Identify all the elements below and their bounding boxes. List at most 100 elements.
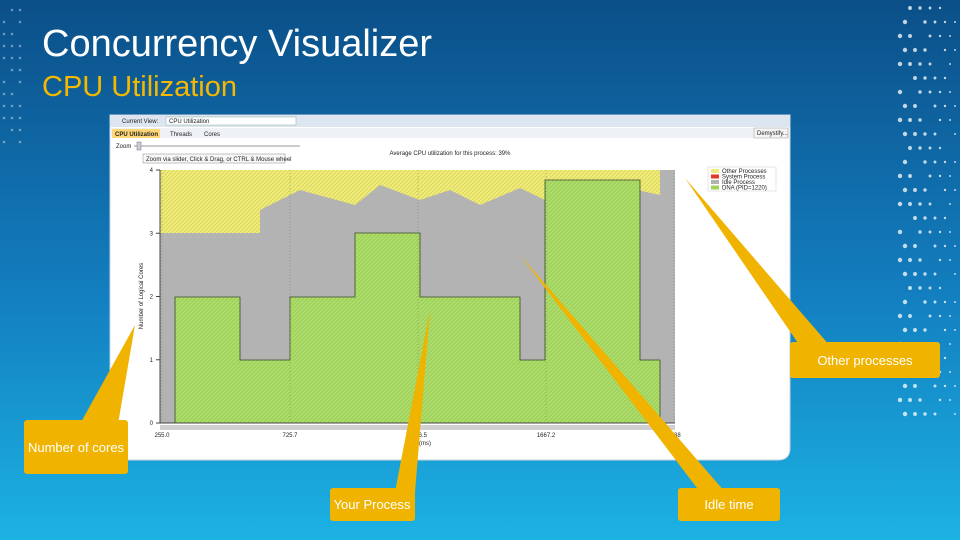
decor-dot bbox=[943, 356, 947, 360]
decor-dot bbox=[18, 140, 22, 144]
decor-dot bbox=[933, 384, 937, 388]
tab-label: CPU Utilization bbox=[115, 132, 158, 138]
decor-dot bbox=[928, 90, 932, 94]
decor-dot bbox=[949, 371, 951, 373]
decor-dot bbox=[10, 8, 14, 12]
decor-dot bbox=[933, 216, 937, 220]
decor-dot bbox=[18, 128, 22, 132]
decor-dot bbox=[943, 188, 947, 192]
decor-dot bbox=[897, 117, 903, 123]
decor-dot bbox=[10, 44, 14, 48]
tab-label[interactable]: Cores bbox=[204, 132, 220, 138]
decor-dot bbox=[10, 128, 14, 132]
decor-dot bbox=[918, 398, 922, 402]
decor-dot bbox=[923, 412, 927, 416]
y-tick-label: 1 bbox=[150, 358, 154, 364]
decor-dot bbox=[938, 174, 942, 178]
decor-dot bbox=[933, 412, 937, 416]
callout-text: Your Process bbox=[334, 497, 411, 512]
decor-dot bbox=[913, 412, 917, 416]
decor-dot bbox=[949, 231, 951, 233]
decor-dot bbox=[954, 329, 956, 331]
decor-dot bbox=[938, 398, 942, 402]
tab-label[interactable]: Threads bbox=[170, 132, 192, 138]
demystify-button[interactable] bbox=[753, 127, 789, 139]
decor-dot bbox=[949, 175, 951, 177]
legend-swatch bbox=[711, 185, 719, 190]
decor-dot bbox=[943, 384, 947, 388]
zoom-thumb[interactable] bbox=[136, 141, 142, 151]
decor-dot bbox=[913, 132, 917, 136]
callout-box bbox=[330, 488, 415, 521]
decor-dot bbox=[938, 286, 942, 290]
decor-dot bbox=[908, 202, 912, 206]
decor-dot bbox=[954, 49, 956, 51]
decor-dot bbox=[943, 76, 947, 80]
decor-dot bbox=[949, 259, 951, 261]
decor-dot bbox=[923, 132, 927, 136]
decor-dot bbox=[902, 411, 908, 417]
decor-dot bbox=[954, 105, 956, 107]
decor-dot bbox=[949, 203, 951, 205]
decor-dot bbox=[918, 258, 922, 262]
decor-dot bbox=[954, 385, 956, 387]
callout-text-wrap: Number of cores bbox=[27, 439, 125, 455]
decor-dot bbox=[18, 104, 22, 108]
decor-dot bbox=[908, 34, 912, 38]
decor-dot bbox=[18, 68, 22, 72]
legend-box bbox=[707, 166, 777, 192]
decor-dot bbox=[913, 188, 917, 192]
decor-dot bbox=[943, 48, 947, 52]
decor-dot bbox=[2, 140, 6, 144]
decor-dot bbox=[913, 48, 917, 52]
decor-dot bbox=[897, 229, 903, 235]
decor-dot bbox=[923, 300, 927, 304]
decor-dot bbox=[918, 146, 922, 150]
decor-dot bbox=[923, 160, 927, 164]
decor-dot bbox=[902, 187, 908, 193]
decor-dot bbox=[10, 104, 14, 108]
decor-dot bbox=[18, 8, 22, 12]
decor-dot bbox=[918, 62, 922, 66]
zoom-tooltip-text: Zoom via slider, Click & Drag, or CTRL &… bbox=[146, 157, 292, 163]
decor-dot bbox=[943, 328, 947, 332]
decor-dot bbox=[2, 32, 6, 36]
decor-dot bbox=[908, 286, 912, 290]
decor-dot bbox=[918, 6, 922, 10]
decor-dot bbox=[938, 230, 942, 234]
view-dropdown[interactable] bbox=[165, 116, 297, 126]
decor-dot bbox=[933, 76, 937, 80]
y-axis-label: Number of Logical Cores bbox=[139, 263, 145, 329]
screenshot: Current View: CPU Utilization CPU Utiliz… bbox=[109, 114, 791, 461]
decor-dot bbox=[2, 116, 6, 120]
callout-text: Number of cores bbox=[27, 439, 125, 455]
decor-dot bbox=[913, 76, 917, 80]
decor-dot bbox=[918, 90, 922, 94]
decor-dot bbox=[897, 61, 903, 67]
decor-dot bbox=[2, 20, 6, 24]
process-area bbox=[174, 179, 661, 424]
decor-dot bbox=[954, 245, 956, 247]
x-tick-label: 255.0 bbox=[154, 433, 170, 439]
chart-title: Average CPU utilization for this process… bbox=[390, 151, 512, 157]
decor-dot bbox=[897, 33, 903, 39]
decor-dot bbox=[923, 48, 927, 52]
tab[interactable] bbox=[112, 129, 160, 138]
decor-dot bbox=[908, 174, 912, 178]
decor-dot bbox=[943, 20, 947, 24]
decor-dot bbox=[902, 271, 908, 277]
decor-dot bbox=[18, 116, 22, 120]
decor-dot bbox=[908, 6, 912, 10]
decor-dot bbox=[949, 343, 951, 345]
decor-dot bbox=[943, 104, 947, 108]
decor-dot bbox=[908, 146, 912, 150]
current-view-value: CPU Utilization bbox=[169, 119, 209, 125]
decor-dot bbox=[949, 315, 951, 317]
decor-dot bbox=[949, 91, 951, 93]
callout-box bbox=[678, 488, 780, 521]
zoom-tooltip bbox=[142, 153, 286, 164]
decor-dot bbox=[10, 56, 14, 60]
